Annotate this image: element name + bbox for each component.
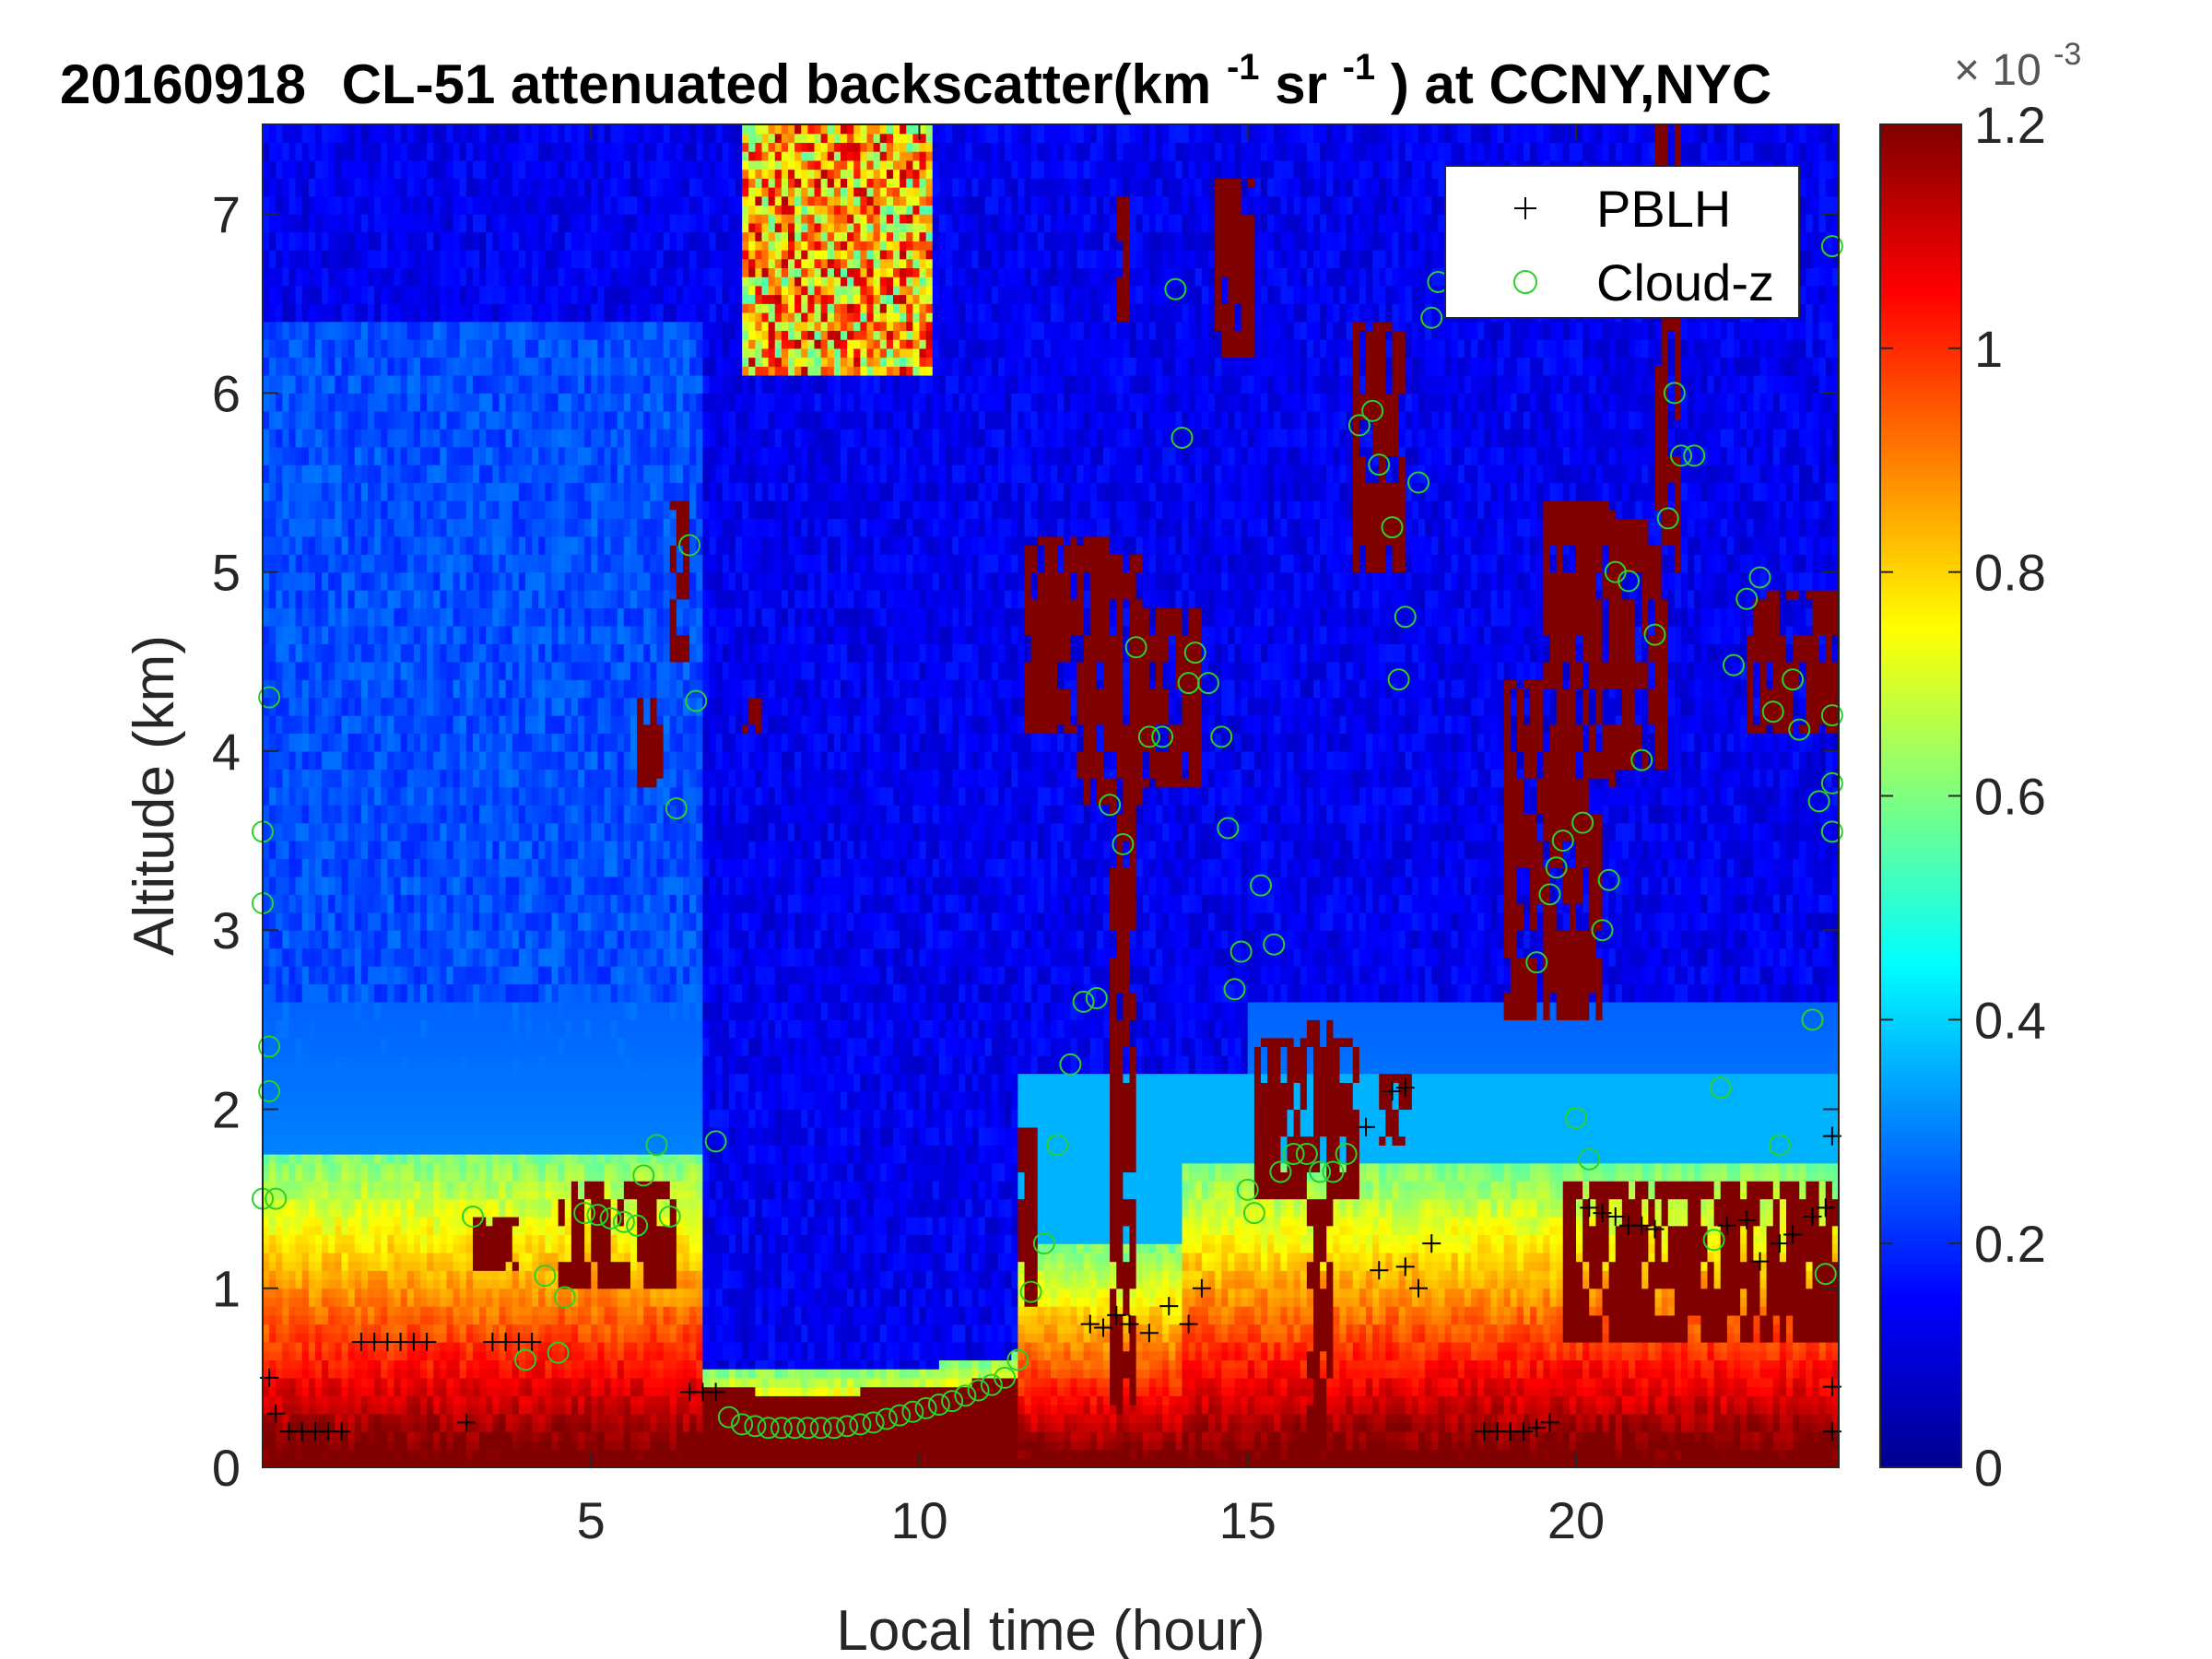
- heatmap-plot-area: [253, 124, 1842, 1468]
- x-axis-label: Local time (hour): [836, 1599, 1265, 1659]
- y-tick-label: 6: [212, 364, 241, 422]
- colorbar-tick-label: 0.2: [1974, 1215, 2046, 1273]
- colorbar-tick-label: 0.4: [1974, 991, 2046, 1049]
- x-tick-label: 10: [890, 1491, 947, 1549]
- y-tick-label: 5: [212, 544, 241, 602]
- y-tick-label: 7: [212, 185, 241, 243]
- y-tick-label: 1: [212, 1260, 241, 1318]
- colorbar-tick-label: 0.8: [1974, 544, 2046, 602]
- legend: PBLH Cloud-z: [1445, 166, 1799, 318]
- x-tick-label: 20: [1547, 1491, 1605, 1549]
- x-tick-label: 5: [577, 1491, 606, 1549]
- colorbar-tick-label: 1.2: [1974, 96, 2046, 154]
- y-tick-label: 2: [212, 1080, 241, 1138]
- colorbar-tick-label: 0.6: [1974, 768, 2046, 826]
- y-axis-label: Altitude (km): [123, 635, 186, 956]
- y-tick-label: 4: [212, 723, 241, 781]
- colorbar-tick-label: 0: [1974, 1439, 2003, 1497]
- legend-label: PBLH: [1596, 180, 1731, 238]
- backscatter-heatmap: [263, 124, 1840, 1468]
- y-tick-label: 3: [212, 901, 241, 959]
- legend-label: Cloud-z: [1596, 253, 1774, 312]
- colorbar-tick-label: 1: [1974, 320, 2003, 378]
- y-tick-label: 0: [212, 1439, 241, 1497]
- x-tick-label: 15: [1219, 1491, 1277, 1549]
